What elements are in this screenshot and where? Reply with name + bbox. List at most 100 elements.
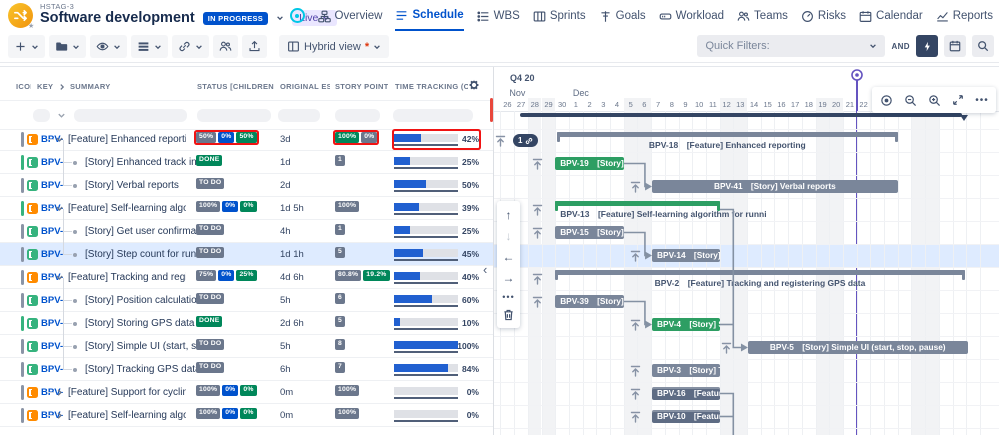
delete-button[interactable]	[503, 309, 514, 321]
story-points-cell[interactable]: 8	[335, 339, 345, 350]
time-tracking-cell[interactable]: 0%	[394, 384, 479, 401]
timeline-day[interactable]: 26	[503, 100, 512, 109]
status-cell[interactable]: DONE	[196, 316, 223, 327]
issue-key[interactable]: BPV-	[41, 157, 64, 168]
status-cell[interactable]: 50% 0% 50%	[196, 132, 257, 143]
status-cell[interactable]: TO DO	[196, 293, 225, 304]
issue-summary[interactable]: [Feature] Self-learning algorith	[68, 409, 186, 421]
baseline-marker-icon[interactable]	[630, 319, 641, 331]
gantt-task-bar[interactable]: BPV-4 [Story] Stori	[652, 318, 720, 331]
story-points-cell[interactable]: 6	[335, 293, 345, 304]
baseline-marker-icon[interactable]	[630, 365, 641, 377]
timeline-day[interactable]: 3	[601, 100, 606, 109]
nav-tab-teams[interactable]: Teams	[737, 0, 788, 31]
nav-tab-reports[interactable]: Reports	[936, 0, 993, 31]
gantt-feature-bracket[interactable]	[555, 201, 720, 211]
story-points-cell[interactable]: 1	[335, 155, 345, 166]
move-up-button[interactable]: ↑	[505, 208, 512, 222]
indent-button[interactable]: →	[502, 271, 515, 285]
status-cell[interactable]: TO DO	[196, 224, 225, 235]
nav-tab-overview[interactable]: Overview	[317, 0, 382, 31]
timeline-day[interactable]: 4	[614, 100, 620, 109]
gantt-task-bar[interactable]: BPV-5 [Story] Simple UI (start, stop, pa…	[747, 341, 968, 354]
table-row[interactable]: BPV- [Story] Verbal reports TO DO 2d 50%	[0, 174, 493, 197]
gear-icon[interactable]	[468, 79, 480, 91]
quick-filter-lightning-button[interactable]	[916, 35, 938, 57]
expand-chevron-closed[interactable]	[55, 411, 64, 420]
avatar[interactable]	[289, 8, 305, 23]
story-points-cell[interactable]: 5	[335, 247, 345, 258]
nav-tab-risks[interactable]: Risks	[801, 0, 846, 31]
baseline-marker-icon[interactable]	[532, 204, 543, 216]
nav-tab-workload[interactable]: Workload	[659, 0, 724, 31]
time-tracking-cell[interactable]: 39%	[394, 200, 479, 217]
dependency-count-badge[interactable]: 1	[513, 134, 539, 147]
timeline-day[interactable]: 8	[669, 100, 674, 109]
status-cell[interactable]: 100% 0% 0%	[196, 408, 257, 419]
expand-chevron-open[interactable]	[55, 204, 64, 213]
chevron-down-icon[interactable]	[276, 14, 284, 22]
gantt-task-bar[interactable]: BPV-14 [Story] Ste	[652, 249, 720, 262]
time-tracking-cell[interactable]: 25%	[394, 154, 479, 171]
today-marker-icon[interactable]	[850, 68, 864, 82]
baseline-marker-icon[interactable]	[495, 135, 506, 147]
baseline-marker-icon[interactable]	[630, 388, 641, 400]
table-row[interactable]: BPV- [Story] Enhanced track infor DONE 1d 1 2…	[0, 151, 493, 174]
table-row[interactable]: BPV-[Feature] Self-learning algorith100%…	[0, 197, 493, 220]
more-gantt-options-button[interactable]: •••	[975, 94, 989, 106]
favorite-star-icon[interactable]: ★	[28, 23, 35, 30]
timeline-day[interactable]: 1	[573, 100, 578, 109]
timeline-day[interactable]: 12	[722, 100, 731, 109]
issue-summary[interactable]: [Story] Get user confirmatio	[85, 225, 203, 237]
filter-operator[interactable]: AND	[891, 41, 910, 51]
fit-screen-button[interactable]	[947, 89, 969, 111]
gantt-task-bar[interactable]: BPV-41 [Story] Verbal reports	[652, 180, 898, 193]
hybrid-view-selector[interactable]: Hybrid view *	[279, 35, 390, 58]
more-options-button[interactable]: •••	[502, 292, 515, 302]
calendar-filter-button[interactable]	[944, 35, 966, 57]
col-icon[interactable]: ICON	[16, 82, 31, 91]
time-tracking-cell[interactable]: 42%	[394, 131, 479, 148]
issue-summary[interactable]: [Story] Simple UI (start, stop	[85, 340, 203, 352]
table-row[interactable]: BPV- [Story] Simple UI (start, stop TO DO 5…	[0, 335, 493, 358]
timeline-day[interactable]: 7	[656, 100, 661, 109]
add-button[interactable]	[8, 35, 45, 58]
timeline-day[interactable]: 18	[804, 100, 813, 109]
project-timeline-bar[interactable]	[519, 113, 963, 117]
issue-key[interactable]: BPV-	[41, 226, 64, 237]
col-key[interactable]: KEY	[37, 82, 54, 91]
chevron-right-icon[interactable]	[58, 83, 66, 91]
timeline-day[interactable]: 16	[777, 100, 786, 109]
locate-today-button[interactable]	[875, 89, 897, 111]
table-row[interactable]: BPV-[Feature] Enhanced reporting50%0%50%…	[0, 128, 493, 151]
issue-key[interactable]: BPV-	[41, 180, 64, 191]
baseline-marker-icon[interactable]	[532, 158, 543, 170]
zoom-out-button[interactable]	[899, 89, 921, 111]
timeline-day[interactable]: 6	[642, 100, 647, 109]
table-row[interactable]: BPV-[Feature] Support for cycling, v100%…	[0, 381, 493, 404]
issue-summary[interactable]: [Feature] Enhanced reporting	[68, 133, 186, 145]
issue-summary[interactable]: [Story] Step count for runnin	[85, 248, 203, 260]
col-status[interactable]: STATUS [CHILDREN STA	[197, 82, 276, 91]
nav-tab-schedule[interactable]: Schedule	[395, 0, 464, 31]
story-points-cell[interactable]: 80.8% 19.2%	[335, 270, 390, 281]
issue-key[interactable]: BPV-	[41, 318, 64, 329]
open-folder-button[interactable]	[49, 35, 86, 58]
timeline-day[interactable]: 10	[695, 100, 704, 109]
baseline-marker-icon[interactable]	[630, 250, 641, 262]
timeline-day[interactable]: 19	[818, 100, 827, 109]
status-cell[interactable]: TO DO	[196, 247, 225, 258]
issue-summary[interactable]: [Feature] Support for cycling, v	[68, 386, 186, 398]
timeline-day[interactable]: 29	[544, 100, 553, 109]
issue-key[interactable]: BPV-	[41, 341, 64, 352]
status-cell[interactable]: 100% 0% 0%	[196, 385, 257, 396]
story-points-cell[interactable]: 100%	[335, 385, 360, 396]
timeline-day[interactable]: 17	[790, 100, 800, 109]
time-tracking-cell[interactable]: 25%	[394, 223, 479, 240]
issue-summary[interactable]: [Feature] Self-learning algorith	[68, 202, 186, 214]
gantt-task-bar[interactable]: BPV-10 [Feature] S	[652, 410, 720, 423]
divider-scroll-indicator[interactable]	[490, 98, 493, 122]
table-row[interactable]: BPV- [Story] Storing GPS data loc DONE 2d 6…	[0, 312, 493, 335]
time-tracking-cell[interactable]: 84%	[394, 361, 479, 378]
story-points-cell[interactable]: 1	[335, 224, 345, 235]
